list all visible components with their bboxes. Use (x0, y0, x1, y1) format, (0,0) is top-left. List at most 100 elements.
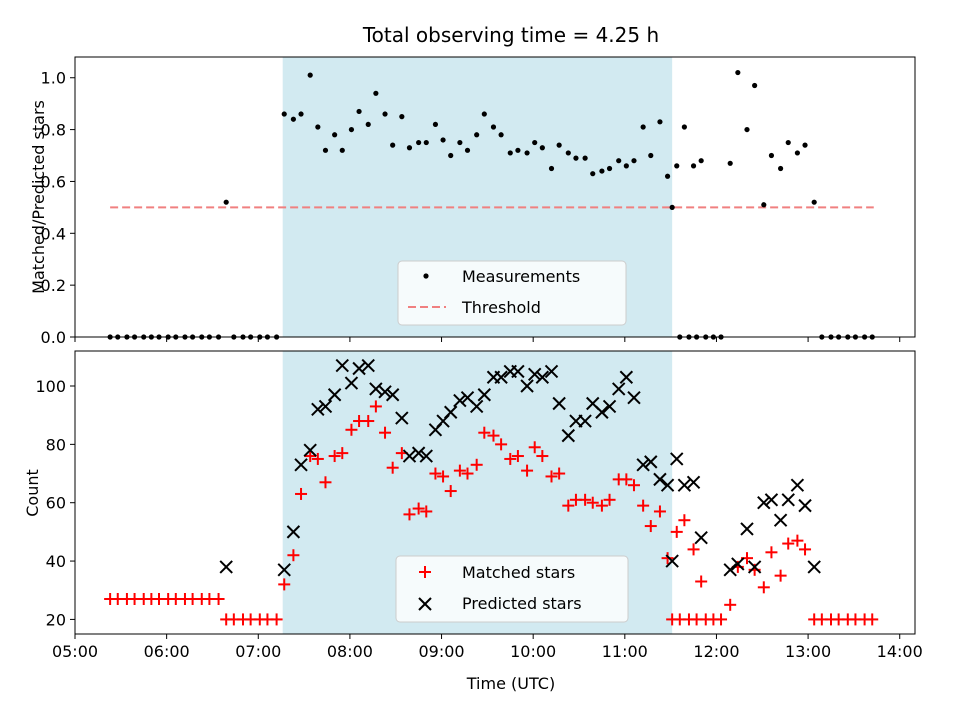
matched-star-point (304, 450, 317, 463)
measurement-point (290, 116, 296, 122)
predicted-star-point (731, 557, 745, 571)
measurement-point (794, 150, 801, 156)
predicted-star-point (419, 449, 433, 463)
predicted-star-point-b (723, 563, 737, 577)
measurement-point (664, 173, 671, 179)
top-y-tick-label: 1.0 (41, 69, 66, 88)
predicted-star-point (378, 385, 392, 399)
matched-star-point (579, 493, 592, 506)
measurement-point (464, 147, 471, 153)
measurement-point (565, 150, 571, 156)
bottom-x-tick-label: 12:00 (693, 642, 739, 661)
bottom-y-tick-label: 80 (46, 435, 66, 454)
predicted-star-point-b (665, 554, 679, 568)
bottom-y-tick-label: 100 (35, 377, 66, 396)
predicted-star-point-b (790, 478, 805, 492)
predicted-star-point (636, 458, 650, 472)
matched-star-point (644, 520, 657, 533)
predicted-star-point (694, 531, 708, 545)
measurement-point (590, 171, 596, 177)
measurement-point (474, 132, 480, 138)
bottom-x-tick-label: 08:00 (327, 642, 373, 661)
predicted-star-point-b (286, 525, 301, 539)
predicted-star-point-b (453, 393, 467, 408)
measurement-point (432, 121, 439, 128)
predicted-star-point (653, 472, 667, 487)
predicted-star-point-b (644, 455, 658, 469)
predicted-star-point (670, 452, 684, 466)
predicted-star-point-b (740, 522, 754, 536)
legend-label-measurements: Measurements (462, 267, 580, 286)
matched-star-point (453, 464, 466, 477)
top-legend-box (397, 260, 627, 326)
matched-star-point (386, 461, 399, 474)
measurement-point (532, 139, 538, 146)
predicted-star-point-b (586, 396, 600, 411)
measurement-point (390, 142, 396, 148)
predicted-star-point-b (686, 475, 701, 489)
measurement-point (298, 111, 304, 117)
measurement-point (539, 145, 545, 151)
matched-star-point (653, 505, 666, 518)
matched-star-point (695, 575, 708, 588)
matched-star-point (670, 525, 683, 538)
legend-marker-measurements (423, 273, 429, 279)
measurement-point (669, 204, 675, 210)
matched-star-point (586, 496, 599, 509)
matched-star-point (774, 569, 787, 582)
top-y-tick-label: 0.0 (41, 328, 66, 347)
predicted-star-point (602, 399, 617, 414)
predicted-star-point-b (670, 452, 684, 466)
measurement-point (315, 124, 321, 130)
predicted-star-point (469, 399, 484, 414)
predicted-star-point-b (411, 446, 426, 460)
predicted-star-point (773, 513, 788, 527)
measurement-point (332, 132, 338, 138)
predicted-star-point-b (578, 414, 592, 428)
predicted-star-point (764, 493, 779, 507)
matched-star-point (562, 499, 575, 512)
measurement-point (681, 124, 687, 130)
measurement-point (416, 139, 422, 146)
predicted-star-point-b (344, 376, 359, 390)
predicted-star-point (644, 455, 658, 469)
matched-star-point (487, 429, 500, 442)
predicted-star-point (665, 554, 679, 568)
predicted-star-point (723, 563, 737, 577)
measurement-point (406, 145, 413, 151)
matched-star-point (444, 485, 457, 498)
predicted-star-point (219, 560, 233, 574)
measurement-point (382, 111, 388, 117)
matched-star-point (553, 467, 566, 480)
measurement-point (490, 124, 497, 130)
matched-star-point (336, 447, 349, 460)
measurement-point (498, 132, 504, 138)
measurement-point (623, 163, 629, 169)
measurement-point (727, 160, 733, 166)
predicted-star-point-b (528, 367, 542, 382)
legend-marker-predicted-stars (418, 597, 432, 611)
matched-star-point (620, 473, 633, 486)
bottom-x-axis-label: Time (UTC) (466, 674, 555, 693)
top-y-axis-label: Matched/Predicted stars (29, 100, 48, 294)
matched-star-point (278, 578, 291, 591)
predicted-star-point-b (327, 388, 342, 402)
predicted-star-point (552, 396, 566, 411)
predicted-star-point-b (552, 396, 566, 411)
predicted-star-point (294, 458, 308, 472)
predicted-star-point-b (511, 364, 525, 379)
matched-star-point (478, 426, 491, 439)
measurement-point (744, 126, 750, 133)
predicted-star-point (385, 388, 400, 402)
predicted-star-point-b (460, 390, 475, 405)
predicted-star-point-b (764, 493, 779, 507)
matched-star-point (379, 426, 392, 439)
predicted-star-point (535, 370, 550, 384)
measurement-point (640, 124, 646, 130)
bottom-legend-box (395, 555, 629, 623)
measurement-point (348, 126, 355, 133)
predicted-star-point (344, 376, 359, 390)
bottom-x-tick-label: 10:00 (510, 642, 556, 661)
predicted-star-point (303, 443, 317, 457)
